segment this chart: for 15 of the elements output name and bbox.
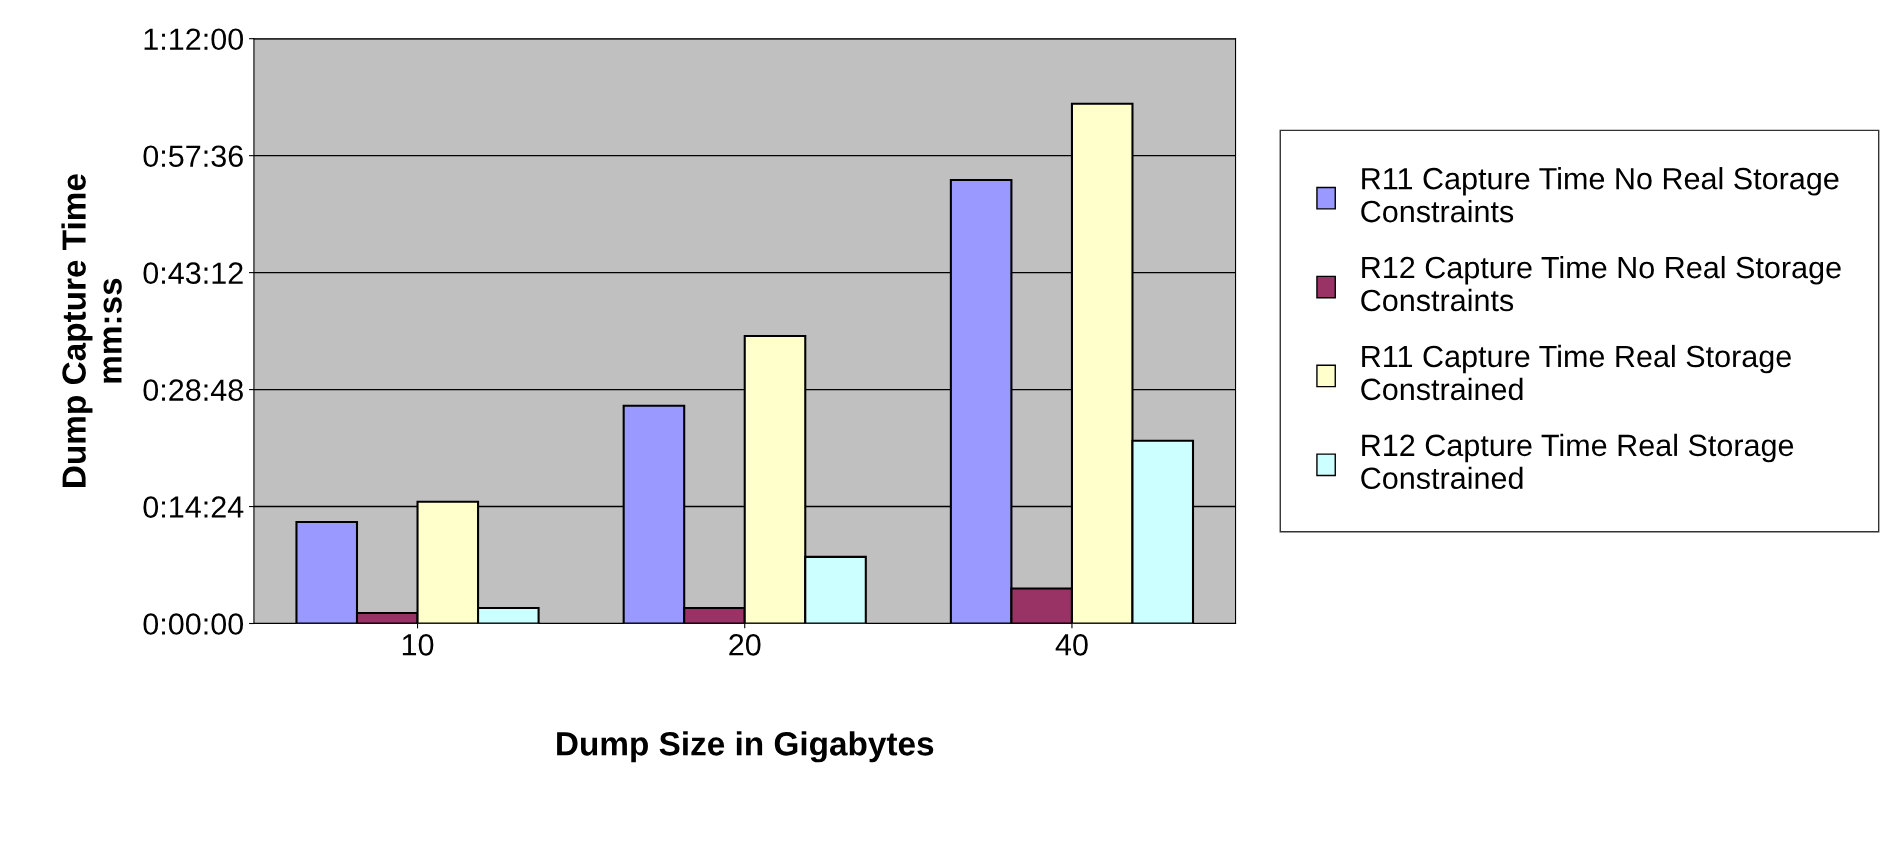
legend-label: R12 Capture Time Real Storage Constrained [1361,433,1794,490]
legend-label: R12 Capture Time No Real Storage Constraints [1361,255,1841,312]
legend-label: R11 Capture Time Real Storage Constrained [1361,344,1791,401]
x-tick-label: 10 [402,634,434,656]
x-tick-label: 40 [1055,634,1088,656]
y-tick-label: 0:57:36 [143,145,243,168]
y-tick-label: 0:43:12 [143,262,243,284]
legend-label: R11 Capture Time No Real Storage Constraints [1361,167,1839,223]
x-tick-label: 20 [729,634,761,656]
y-tick-label: 0:14:24 [143,496,244,518]
y-tick-label: 1:12:00 [144,28,244,51]
y-axis-title: Dump Capture Time mm:ss [61,174,122,487]
x-axis-title: Dump Size in Gigabytes [557,731,934,763]
y-tick-label: 0:28:48 [143,379,243,401]
y-tick-label: 0:00:00 [143,613,244,635]
